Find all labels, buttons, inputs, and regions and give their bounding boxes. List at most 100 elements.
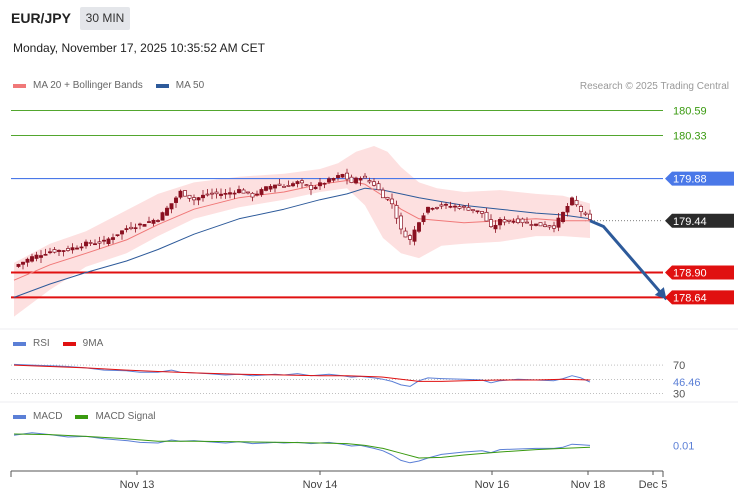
- x-axis: Nov 13 Nov 14 Nov 16 Nov 18 Dec 5: [10, 470, 667, 491]
- datetime-label: Monday, November 17, 2025 10:35:52 AM CE…: [13, 41, 265, 55]
- candle-body: [444, 203, 448, 206]
- candle-body: [48, 251, 52, 254]
- candle-body: [363, 175, 367, 179]
- candle-body: [507, 219, 511, 222]
- candle-body: [205, 193, 210, 196]
- candle-body: [579, 206, 583, 212]
- candle-body: [304, 184, 309, 187]
- candle: [169, 203, 174, 214]
- candle: [340, 173, 345, 178]
- macd-signal-swatch: [75, 414, 89, 419]
- level-tag-support: [665, 265, 734, 280]
- candle-body: [561, 211, 565, 223]
- candle: [363, 173, 367, 179]
- rsi-ma-swatch: [62, 341, 76, 346]
- candle: [295, 180, 300, 188]
- candle: [201, 190, 205, 202]
- candle: [255, 190, 259, 197]
- candle-body: [259, 189, 264, 195]
- candle: [484, 207, 489, 222]
- price-legend: MA 20 + Bollinger Bands MA 50: [13, 80, 204, 91]
- candle: [588, 209, 592, 221]
- candle-body: [394, 205, 399, 219]
- candle-body: [426, 206, 430, 213]
- candle: [489, 214, 493, 228]
- candle: [552, 221, 556, 233]
- candle-body: [502, 219, 507, 223]
- credit-label: Research © 2025 Trading Central: [579, 81, 729, 92]
- candle: [205, 188, 210, 197]
- candle-body: [309, 185, 313, 190]
- candle: [97, 236, 102, 249]
- candle: [232, 190, 237, 199]
- candle-body: [588, 213, 592, 220]
- candle-body: [16, 264, 21, 267]
- candle-body: [147, 221, 151, 223]
- candle: [453, 203, 457, 212]
- candle-body: [210, 192, 214, 195]
- timeframe-button[interactable]: 30 MIN: [80, 7, 130, 30]
- candle: [48, 247, 52, 255]
- bollinger-bands: [14, 146, 590, 317]
- candle: [183, 190, 187, 197]
- candle-body: [156, 220, 160, 222]
- candle-body: [529, 224, 534, 226]
- macd-value-label: 0.01: [673, 440, 694, 452]
- candle: [75, 245, 79, 250]
- candle: [147, 216, 151, 223]
- candle: [435, 206, 439, 210]
- candle: [507, 219, 511, 224]
- candle-body: [250, 192, 255, 198]
- candle: [417, 221, 421, 234]
- level-label-pivot: 179.88: [673, 174, 707, 186]
- candle-body: [340, 173, 345, 178]
- rsi-legend: RSI 9MA: [13, 338, 103, 349]
- candle: [196, 196, 201, 206]
- candle-body: [84, 241, 88, 247]
- candle: [165, 205, 169, 216]
- level-label-support: 178.90: [673, 268, 707, 280]
- candle: [106, 237, 111, 246]
- candle-body: [570, 197, 574, 206]
- candle: [187, 194, 192, 202]
- candle: [156, 219, 160, 223]
- candle: [21, 261, 25, 270]
- candle-body: [106, 238, 111, 245]
- candle: [43, 248, 48, 256]
- candle-body: [273, 184, 277, 189]
- candle: [291, 181, 295, 188]
- candle: [282, 184, 286, 188]
- candle: [174, 195, 178, 208]
- candle: [480, 211, 484, 218]
- candle-body: [376, 183, 381, 191]
- candle-body: [165, 207, 169, 216]
- candle: [529, 220, 534, 231]
- candle: [579, 204, 583, 217]
- legend-ma50-label: MA 50: [175, 80, 205, 91]
- candle-body: [291, 183, 295, 187]
- candle-body: [489, 219, 493, 227]
- candle: [241, 188, 246, 194]
- level-tag-last: [665, 213, 734, 228]
- candle-body: [93, 243, 97, 246]
- candle-body: [52, 249, 57, 253]
- candle-body: [372, 181, 376, 186]
- candle: [250, 191, 255, 202]
- candle-body: [480, 211, 484, 214]
- candle: [331, 177, 336, 183]
- candle: [16, 263, 21, 268]
- candle: [408, 233, 412, 245]
- candle: [313, 185, 318, 190]
- candle-body: [367, 180, 372, 183]
- candle-body: [327, 178, 331, 183]
- candle-body: [543, 224, 547, 227]
- candle: [349, 174, 354, 184]
- candles: [16, 168, 592, 270]
- candle: [142, 223, 147, 227]
- candle-body: [138, 223, 142, 226]
- candle-body: [223, 192, 228, 195]
- candle-body: [21, 261, 25, 265]
- forecast-arrow-head: [654, 287, 667, 300]
